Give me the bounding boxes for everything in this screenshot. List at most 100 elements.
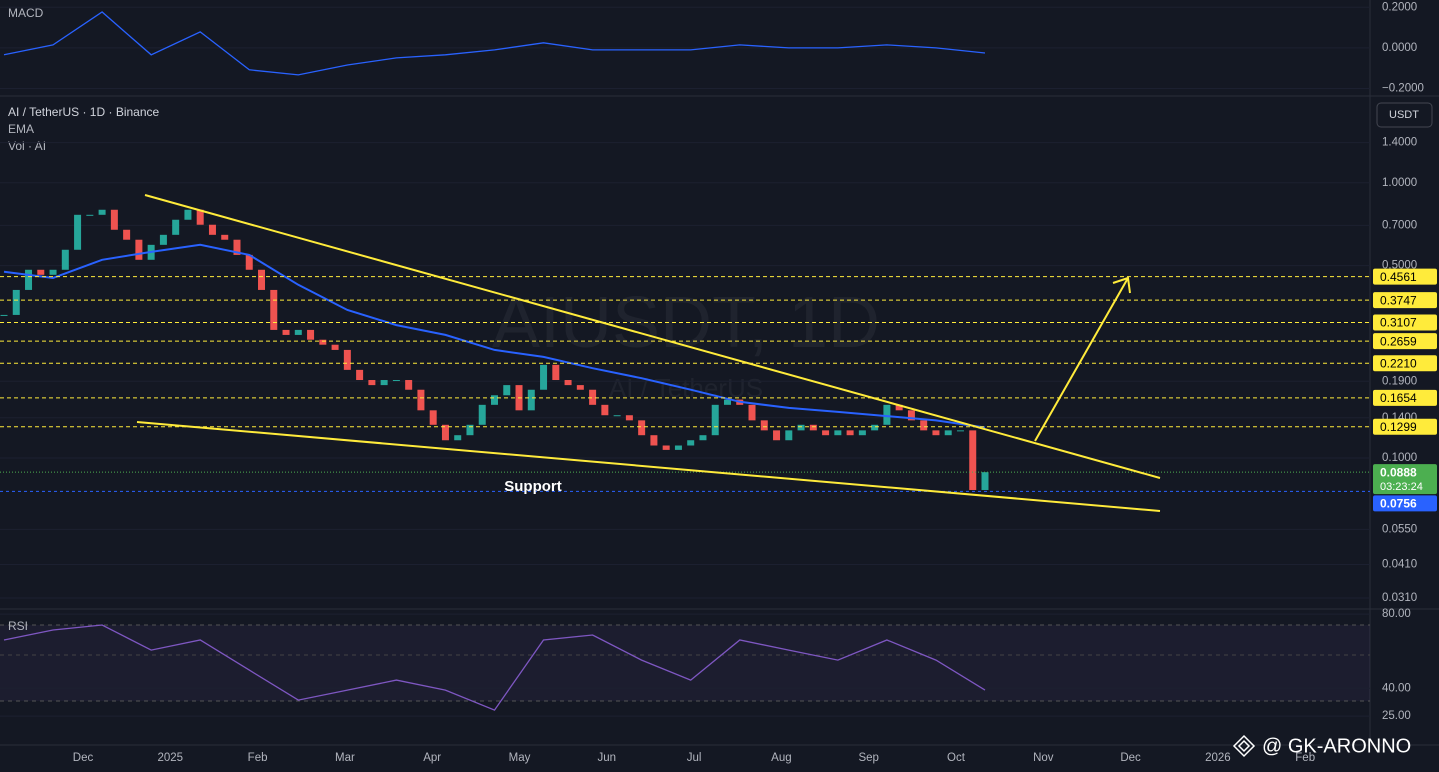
x-tick-label: Mar	[335, 752, 355, 764]
candle	[540, 364, 548, 390]
x-tick-label: 2026	[1205, 752, 1231, 764]
support-price-label: 0.0756	[1380, 497, 1417, 511]
candle	[49, 269, 57, 275]
y-tick-label: 0.1900	[1382, 375, 1417, 387]
marks: 0.20000.0000−0.20001.40001.00000.70000.5…	[0, 1, 1437, 722]
candle	[441, 424, 449, 441]
candle	[552, 364, 560, 381]
level-label: 0.2659	[1380, 334, 1417, 348]
credit: @ GK-ARONNO	[1262, 735, 1411, 757]
candle	[699, 435, 707, 441]
candle	[895, 404, 903, 411]
candle	[233, 239, 241, 255]
credit-icon	[1232, 734, 1256, 758]
candle	[0, 314, 8, 316]
indicator-line	[3, 11, 986, 76]
candle	[368, 380, 376, 386]
arrow	[1034, 277, 1129, 442]
candle	[417, 389, 425, 411]
x-tick-label: Aug	[771, 752, 791, 764]
x-tick-label: Sep	[858, 752, 878, 764]
y-tick-label: 0.0000	[1382, 42, 1417, 54]
candle	[613, 415, 621, 417]
candle	[258, 269, 266, 290]
candle	[662, 445, 670, 450]
candle	[674, 445, 682, 450]
level-label: 0.2210	[1380, 356, 1417, 370]
candle	[98, 209, 106, 215]
candle	[245, 254, 253, 270]
x-tick-label: Oct	[947, 752, 966, 764]
candle	[601, 404, 609, 416]
candle	[650, 435, 658, 446]
x-tick-label: Jun	[598, 752, 617, 764]
candle	[123, 229, 131, 240]
y-tick-label: 0.1000	[1382, 452, 1417, 464]
candle	[208, 224, 216, 235]
level-tag	[1373, 389, 1437, 406]
candle	[760, 420, 768, 431]
candle	[822, 430, 830, 436]
currency-label[interactable]: USDT	[1389, 109, 1419, 121]
candle	[503, 385, 511, 396]
candle	[380, 380, 388, 386]
candle	[871, 424, 879, 431]
pane-title: RSI	[8, 619, 28, 633]
legend-entry: Vol · AI	[8, 139, 46, 153]
level-tag	[1373, 268, 1437, 285]
y-tick-label: 0.0550	[1382, 523, 1417, 535]
candle	[25, 269, 33, 290]
candle	[625, 415, 633, 421]
candle	[356, 369, 364, 381]
level-tag	[1373, 333, 1437, 350]
legend-entry: EMA	[8, 122, 34, 136]
candle	[576, 385, 584, 390]
level-label: 0.4561	[1380, 270, 1417, 284]
y-tick-label: 0.2000	[1382, 1, 1417, 13]
candle	[110, 209, 118, 230]
candle	[392, 380, 400, 382]
candle	[478, 404, 486, 425]
candle	[307, 329, 315, 340]
candle	[858, 430, 866, 436]
candle	[12, 289, 20, 315]
watermark-symbol: AIUSDT, 1D	[492, 283, 880, 363]
candle	[748, 404, 756, 421]
x-tick-label: May	[509, 752, 531, 764]
x-tick-label: Dec	[1120, 752, 1141, 764]
candle	[135, 239, 143, 260]
candle	[37, 269, 45, 275]
candle	[956, 430, 964, 432]
trend-line	[136, 421, 1161, 512]
candle	[61, 249, 69, 270]
candle	[564, 380, 572, 386]
y-tick-label: 0.0310	[1382, 592, 1417, 604]
level-label: 0.1654	[1380, 391, 1417, 405]
y-tick-label: 0.7000	[1382, 219, 1417, 231]
candle	[846, 430, 854, 436]
candle	[797, 424, 805, 431]
x-tick-label: Apr	[423, 752, 441, 764]
last-price-tag	[1373, 464, 1437, 495]
candle	[454, 435, 462, 441]
candle	[773, 430, 781, 441]
candle	[527, 389, 535, 411]
candle	[944, 430, 952, 436]
y-tick-label: 80.00	[1382, 608, 1411, 620]
candle	[638, 420, 646, 436]
y-tick-label: −0.2000	[1382, 83, 1424, 95]
candle	[405, 380, 413, 390]
ema-line	[3, 243, 986, 429]
x-tick-label: Feb	[248, 752, 268, 764]
candle	[196, 209, 204, 225]
candle	[969, 430, 977, 490]
y-tick-label: 0.0410	[1382, 559, 1417, 571]
candle	[86, 214, 94, 216]
candle	[932, 430, 940, 436]
candle	[687, 440, 695, 446]
level-tag	[1373, 292, 1437, 309]
currency-button[interactable]	[1376, 102, 1433, 128]
candle	[319, 339, 327, 345]
